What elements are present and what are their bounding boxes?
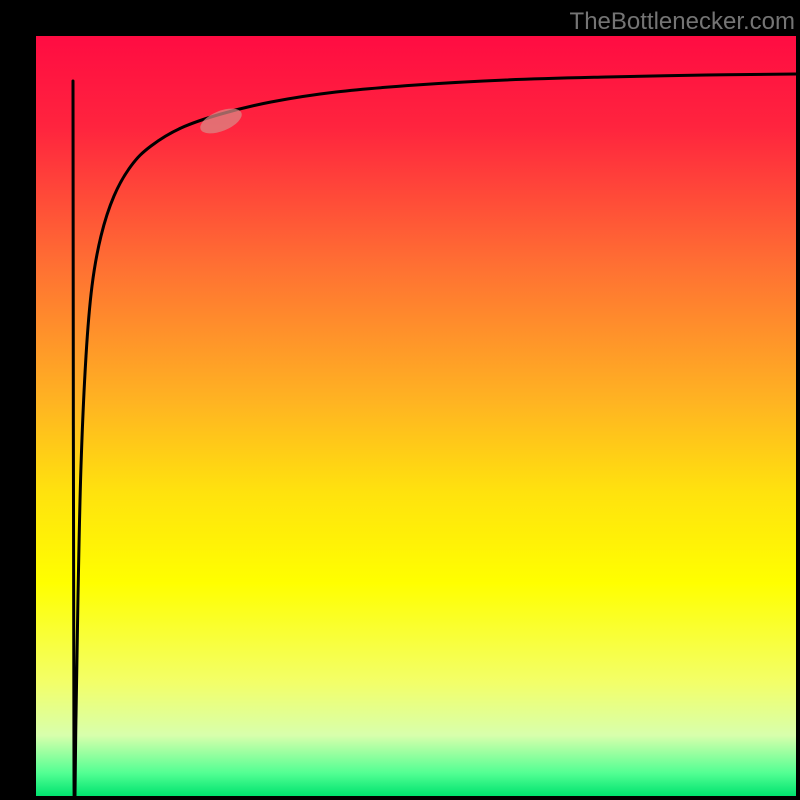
chart-root: TheBottlenecker.com <box>0 0 800 800</box>
plot-svg <box>36 36 796 796</box>
plot-area <box>36 36 796 796</box>
gradient-background <box>36 36 796 796</box>
attribution-label: TheBottlenecker.com <box>570 8 795 36</box>
